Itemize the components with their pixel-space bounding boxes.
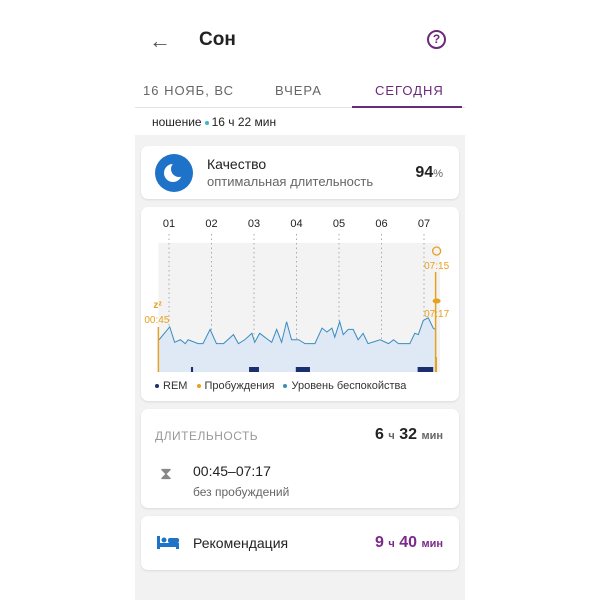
restlessness-area <box>158 317 436 372</box>
hourglass-icon: ⧗ <box>160 464 172 483</box>
x-tick-label: 05 <box>333 218 345 230</box>
wear-time: ношение 16 ч 22 мин <box>152 115 276 129</box>
zzz-icon: zᶻ <box>153 300 162 311</box>
tab-today[interactable]: СЕГОДНЯ <box>375 83 444 98</box>
active-tab-indicator <box>352 106 462 108</box>
minutes: 32 <box>399 426 417 443</box>
hours: 6 <box>375 426 384 443</box>
quality-value: 94% <box>415 164 443 182</box>
wear-value: 16 ч 22 мин <box>211 115 277 129</box>
wear-label: ношение <box>152 115 202 129</box>
h-unit: ч <box>388 538 395 550</box>
m-unit: мин <box>421 430 443 442</box>
rem-segment <box>295 367 310 372</box>
hours: 9 <box>375 534 384 551</box>
x-tick-label: 06 <box>375 218 387 230</box>
eye-icon <box>432 298 441 304</box>
duration-value: 6 ч 32 мин <box>375 426 443 444</box>
legend-awakenings: Пробуждения <box>204 380 275 392</box>
x-tick-label: 02 <box>205 218 217 230</box>
sleep-start-label: 00:45 <box>144 315 169 326</box>
date-tabs: 16 НОЯБ, ВС ВЧЕРА СЕГОДНЯ <box>135 80 465 108</box>
bed-icon <box>157 534 179 555</box>
x-tick-label: 07 <box>418 218 430 230</box>
quality-title: Качество <box>207 156 267 172</box>
quality-subtitle: оптимальная длительность <box>207 174 374 189</box>
quality-card[interactable]: Качество оптимальная длительность 94% <box>141 146 459 199</box>
legend-restlessness: Уровень беспокойства <box>291 380 407 392</box>
legend-rem: REM <box>163 380 188 392</box>
tab-yesterday[interactable]: ВЧЕРА <box>275 83 322 98</box>
duration-label: ДЛИТЕЛЬНОСТЬ <box>155 429 259 443</box>
sleep-chart-card: 01 02 03 04 05 06 07 zᶻ 00:45 07:15 07:17 REM Проб… <box>141 207 459 401</box>
quality-percent: 94 <box>415 164 434 181</box>
alarm-label: 07:15 <box>424 261 449 272</box>
rem-segment <box>417 367 434 372</box>
awakening-note: без пробуждений <box>193 485 290 499</box>
sleep-chart: 01 02 03 04 05 06 07 zᶻ 00:45 07:15 07:17 <box>144 218 450 372</box>
tab-nov-16[interactable]: 16 НОЯБ, ВС <box>143 83 235 98</box>
legend-dot <box>196 384 201 389</box>
legend-dot <box>283 384 288 389</box>
recommendation-value: 9 ч 40 мин <box>375 534 443 552</box>
help-circle-icon[interactable]: ? <box>427 30 446 49</box>
recommendation-label: Рекомендация <box>193 535 289 551</box>
dot <box>204 120 209 125</box>
sleep-range: 00:45–07:17 <box>193 463 271 479</box>
x-tick-label: 03 <box>248 218 260 230</box>
sleep-screen: ← Сон ? 16 НОЯБ, ВС ВЧЕРА СЕГОДНЯ ношени… <box>135 0 465 600</box>
h-unit: ч <box>388 430 395 442</box>
arrow-left-icon[interactable]: ← <box>149 28 171 53</box>
header: ← Сон ? 16 НОЯБ, ВС ВЧЕРА СЕГОДНЯ ношени… <box>135 0 465 135</box>
minutes: 40 <box>399 534 417 551</box>
page-title: Сон <box>199 29 236 50</box>
x-tick-label: 04 <box>290 218 302 230</box>
chart-legend: REM Пробуждения Уровень беспокойства <box>155 380 406 392</box>
restlessness-line <box>158 317 436 345</box>
recommendation-card[interactable]: Рекомендация 9 ч 40 мин <box>141 516 459 570</box>
m-unit: мин <box>421 538 443 550</box>
legend-dot <box>155 384 159 389</box>
rem-segment <box>249 367 259 372</box>
wake-label: 07:17 <box>424 309 449 320</box>
duration-card[interactable]: ДЛИТЕЛЬНОСТЬ 6 ч 32 мин ⧗ 00:45–07:17 бе… <box>141 409 459 508</box>
x-tick-label: 01 <box>163 218 175 230</box>
rem-segment <box>190 367 194 372</box>
moon-icon <box>155 154 193 192</box>
alarm-clock-icon <box>431 246 442 256</box>
percent-unit: % <box>433 168 443 180</box>
